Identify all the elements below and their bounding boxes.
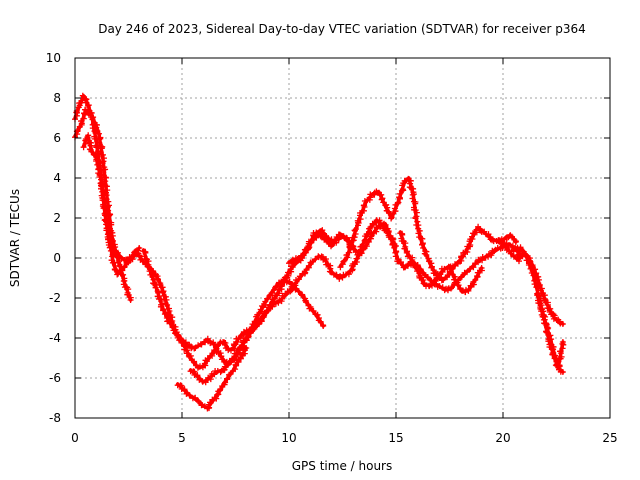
y-tick-label: 10 [46, 51, 61, 65]
y-tick-label: 4 [53, 171, 61, 185]
y-tick-label: -6 [49, 371, 61, 385]
x-tick-label: 0 [71, 431, 79, 445]
y-axis-label: SDTVAR / TECUs [8, 189, 22, 287]
series-satellite-track-13 [534, 292, 567, 370]
x-tick-label: 20 [495, 431, 510, 445]
series-satellite-track-8 [286, 220, 485, 296]
chart-title: Day 246 of 2023, Sidereal Day-to-day VTE… [98, 22, 586, 36]
x-tick-label: 15 [388, 431, 403, 445]
y-tick-label: 8 [53, 91, 61, 105]
series-plus-markers [80, 132, 143, 278]
x-tick-label: 10 [281, 431, 296, 445]
series-plus-markers [495, 238, 566, 327]
axis-ticks: 0 5 10 15 20 25 -8 -6 -4 -2 0 2 4 6 8 10 [46, 51, 618, 445]
y-tick-label: 2 [53, 211, 61, 225]
x-tick-label: 25 [602, 431, 617, 445]
series-plus-markers [174, 345, 250, 412]
series-satellite-track-7 [187, 217, 399, 386]
y-tick-label: 0 [53, 251, 61, 265]
x-tick-label: 5 [178, 431, 186, 445]
series-satellite-track-11 [495, 238, 566, 327]
series-plus-markers [337, 175, 519, 284]
x-axis-label: GPS time / hours [292, 459, 393, 473]
y-tick-label: -8 [49, 411, 61, 425]
data-series [72, 92, 567, 412]
series-plus-markers [397, 230, 526, 294]
y-tick-label: -2 [49, 291, 61, 305]
y-tick-label: 6 [53, 131, 61, 145]
series-plus-markers [534, 292, 567, 370]
series-plus-markers [286, 220, 485, 296]
series-satellite-track-10 [397, 230, 526, 294]
series-satellite-track-3 [80, 132, 143, 278]
series-satellite-track-6 [174, 345, 250, 412]
plot-area-border [74, 57, 611, 419]
series-satellite-track-9 [337, 175, 519, 284]
y-tick-label: -4 [49, 331, 61, 345]
